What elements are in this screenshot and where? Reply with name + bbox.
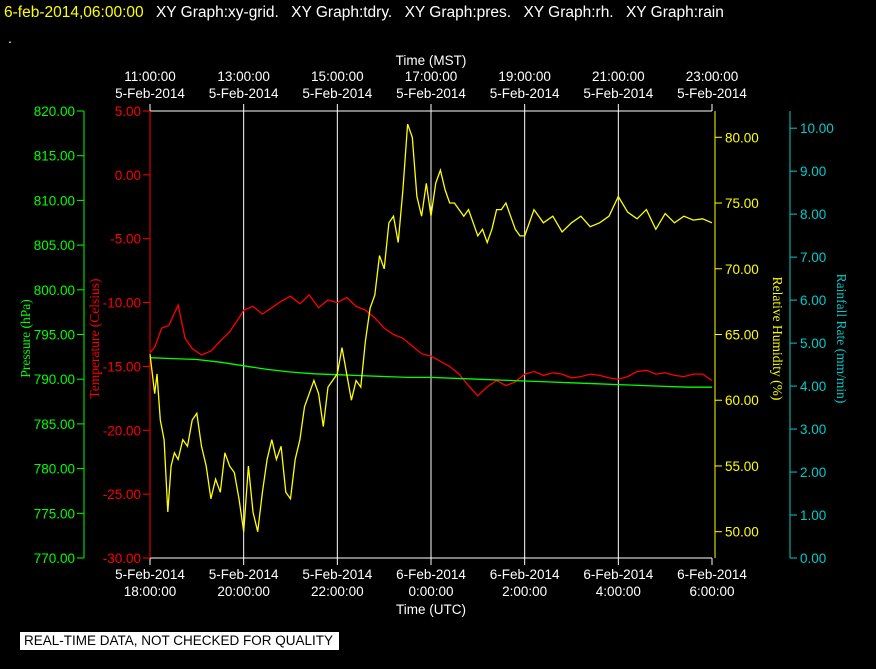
x-top-tick-time: 21:00:00 xyxy=(592,69,645,84)
x-bottom-tick-date: 5-Feb-2014 xyxy=(115,567,185,582)
x-bottom-tick-date: 6-Feb-2014 xyxy=(583,567,653,582)
graph-title-rh[interactable]: XY Graph:rh. xyxy=(523,4,614,21)
humidity-tick-label: 65.00 xyxy=(725,328,759,343)
humidity-tick-label: 80.00 xyxy=(725,130,759,145)
x-top-tick-date: 5-Feb-2014 xyxy=(583,86,653,101)
series-pres-line xyxy=(149,357,712,388)
pressure-tick-label: 770.00 xyxy=(34,551,75,566)
timestamp: 6-feb-2014,06:00:00 xyxy=(4,4,144,21)
x-bottom-tick-date: 6-Feb-2014 xyxy=(490,567,560,582)
rainfall-tick-label: 4.00 xyxy=(800,379,826,394)
pressure-tick-label: 815.00 xyxy=(34,149,75,164)
series-tdry-line xyxy=(149,293,713,397)
status-dot: . xyxy=(8,30,12,46)
x-bottom-tick-time: 6:00:00 xyxy=(689,584,734,599)
rainfall-tick-label: 9.00 xyxy=(800,164,826,179)
x-bottom-tick-time: 4:00:00 xyxy=(596,584,641,599)
humidity-tick-label: 50.00 xyxy=(725,525,759,540)
pressure-tick-label: 800.00 xyxy=(34,283,75,298)
x-bottom-tick-date: 6-Feb-2014 xyxy=(677,567,747,582)
pressure-tick-label: 785.00 xyxy=(34,417,75,432)
humidity-tick-label: 70.00 xyxy=(725,262,759,277)
rainfall-tick-label: 5.00 xyxy=(800,336,826,351)
graph-title-xy-grid[interactable]: XY Graph:xy-grid. xyxy=(155,4,279,21)
series-rh-line xyxy=(149,123,713,532)
x-top-tick-time: 19:00:00 xyxy=(498,69,551,84)
x-bottom-axis-label: Time (UTC) xyxy=(396,602,466,617)
rainfall-tick-label: 2.00 xyxy=(800,465,826,480)
rainfall-tick-label: 10.00 xyxy=(800,121,834,136)
x-bottom-tick-time: 20:00:00 xyxy=(217,584,270,599)
x-bottom-tick-time: 0:00:00 xyxy=(408,584,453,599)
x-bottom-tick-time: 18:00:00 xyxy=(124,584,177,599)
rainfall-tick-label: 7.00 xyxy=(800,250,826,265)
humidity-tick-label: 75.00 xyxy=(725,196,759,211)
rainfall-axis-label: Rainfall Rate (mm/min) xyxy=(834,274,849,404)
temperature-tick-label: -10.00 xyxy=(103,296,141,311)
pressure-tick-label: 775.00 xyxy=(34,506,75,521)
pressure-axis-label: Pressure (hPa) xyxy=(18,299,33,377)
pressure-tick-label: 780.00 xyxy=(34,462,75,477)
pressure-tick-label: 790.00 xyxy=(34,372,75,387)
x-bottom-tick-date: 5-Feb-2014 xyxy=(209,567,279,582)
x-top-tick-time: 15:00:00 xyxy=(311,69,364,84)
temperature-tick-label: -30.00 xyxy=(103,551,141,566)
x-top-tick-time: 11:00:00 xyxy=(124,69,176,84)
x-top-tick-date: 5-Feb-2014 xyxy=(115,86,185,101)
rainfall-tick-label: 1.00 xyxy=(800,508,826,523)
rainfall-tick-label: 0.00 xyxy=(800,551,826,566)
humidity-axis-label: Relative Humidity (%) xyxy=(770,277,785,401)
x-bottom-tick-date: 5-Feb-2014 xyxy=(302,567,372,582)
rainfall-tick-label: 8.00 xyxy=(800,207,826,222)
graph-title-tdry[interactable]: XY Graph:tdry. xyxy=(291,4,393,21)
pressure-tick-label: 820.00 xyxy=(34,104,75,119)
x-top-axis-label: Time (MST) xyxy=(396,53,467,68)
temperature-tick-label: -25.00 xyxy=(103,487,141,502)
x-top-tick-date: 5-Feb-2014 xyxy=(302,86,372,101)
x-top-tick-time: 23:00:00 xyxy=(686,69,739,84)
pressure-tick-label: 810.00 xyxy=(34,193,75,208)
pressure-tick-label: 805.00 xyxy=(34,238,75,253)
quality-banner: REAL-TIME DATA, NOT CHECKED FOR QUALITY xyxy=(20,632,340,650)
x-top-tick-date: 5-Feb-2014 xyxy=(209,86,279,101)
temperature-tick-label: 5.00 xyxy=(115,104,141,119)
x-top-tick-time: 17:00:00 xyxy=(405,69,458,84)
rainfall-tick-label: 6.00 xyxy=(800,293,826,308)
temperature-tick-label: -15.00 xyxy=(103,359,141,374)
humidity-tick-label: 60.00 xyxy=(725,393,759,408)
temperature-tick-label: -5.00 xyxy=(110,232,141,247)
humidity-tick-label: 55.00 xyxy=(725,459,759,474)
rainfall-tick-label: 3.00 xyxy=(800,422,826,437)
x-top-tick-date: 5-Feb-2014 xyxy=(396,86,466,101)
temperature-tick-label: 0.00 xyxy=(115,168,141,183)
x-bottom-tick-time: 2:00:00 xyxy=(502,584,547,599)
x-top-tick-time: 13:00:00 xyxy=(217,69,270,84)
x-top-tick-date: 5-Feb-2014 xyxy=(677,86,747,101)
pressure-tick-label: 795.00 xyxy=(34,328,75,343)
temperature-tick-label: -20.00 xyxy=(103,423,141,438)
temperature-axis-label: Temperature (Celsius) xyxy=(87,278,102,398)
graph-title-rain[interactable]: XY Graph:rain xyxy=(625,4,724,21)
x-bottom-tick-date: 6-Feb-2014 xyxy=(396,567,466,582)
x-top-tick-date: 5-Feb-2014 xyxy=(490,86,560,101)
graph-title-pres[interactable]: XY Graph:pres. xyxy=(404,4,512,21)
x-bottom-tick-time: 22:00:00 xyxy=(311,584,364,599)
